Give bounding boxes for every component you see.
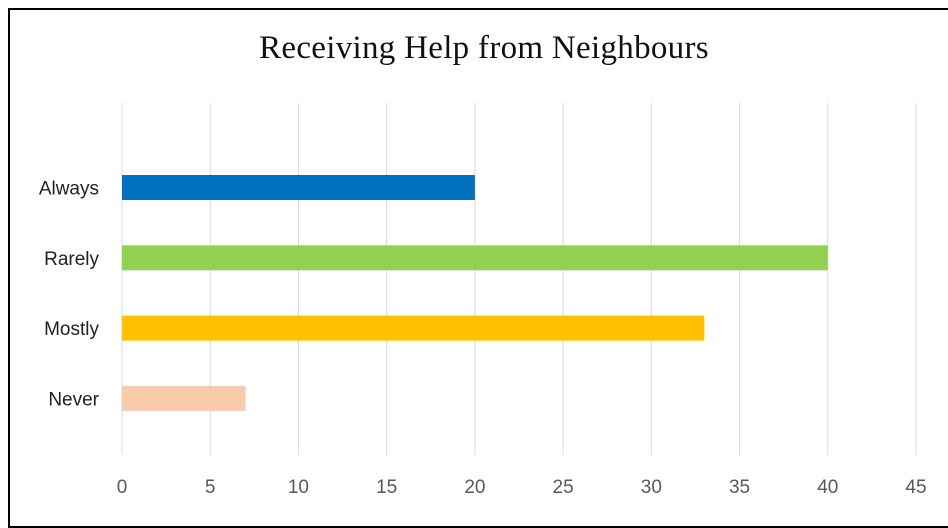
- x-tick-label: 10: [288, 477, 309, 498]
- category-label-rarely: Rarely: [44, 249, 99, 270]
- bar-never: [122, 385, 246, 411]
- x-tick-label: 25: [553, 477, 574, 498]
- category-label-mostly: Mostly: [44, 319, 99, 340]
- x-tick-label: 0: [117, 477, 128, 498]
- bar-always: [122, 175, 475, 200]
- bars: [122, 175, 828, 411]
- category-labels: Always Rarely Mostly Never: [39, 179, 100, 411]
- gridlines: [121, 103, 917, 455]
- x-tick-label: 15: [376, 477, 397, 498]
- x-tick-label: 20: [464, 477, 485, 498]
- x-tick-label: 30: [641, 477, 662, 498]
- chart-title: Receiving Help from Neighbours: [259, 30, 709, 66]
- bar-rarely: [122, 245, 828, 271]
- category-label-always: Always: [39, 179, 99, 200]
- bar-mostly: [122, 315, 705, 341]
- x-tick-label: 35: [729, 477, 750, 498]
- x-tick-labels: 0 5 10 15 20 25 30 35 40 45: [117, 477, 927, 498]
- x-tick-label: 40: [817, 477, 838, 498]
- category-label-never: Never: [48, 389, 99, 410]
- x-tick-label: 5: [205, 477, 216, 498]
- x-tick-label: 45: [905, 477, 926, 498]
- bar-chart: Always Rarely Mostly Never 0 5 10 15 20 25 30 35 40…: [39, 103, 927, 498]
